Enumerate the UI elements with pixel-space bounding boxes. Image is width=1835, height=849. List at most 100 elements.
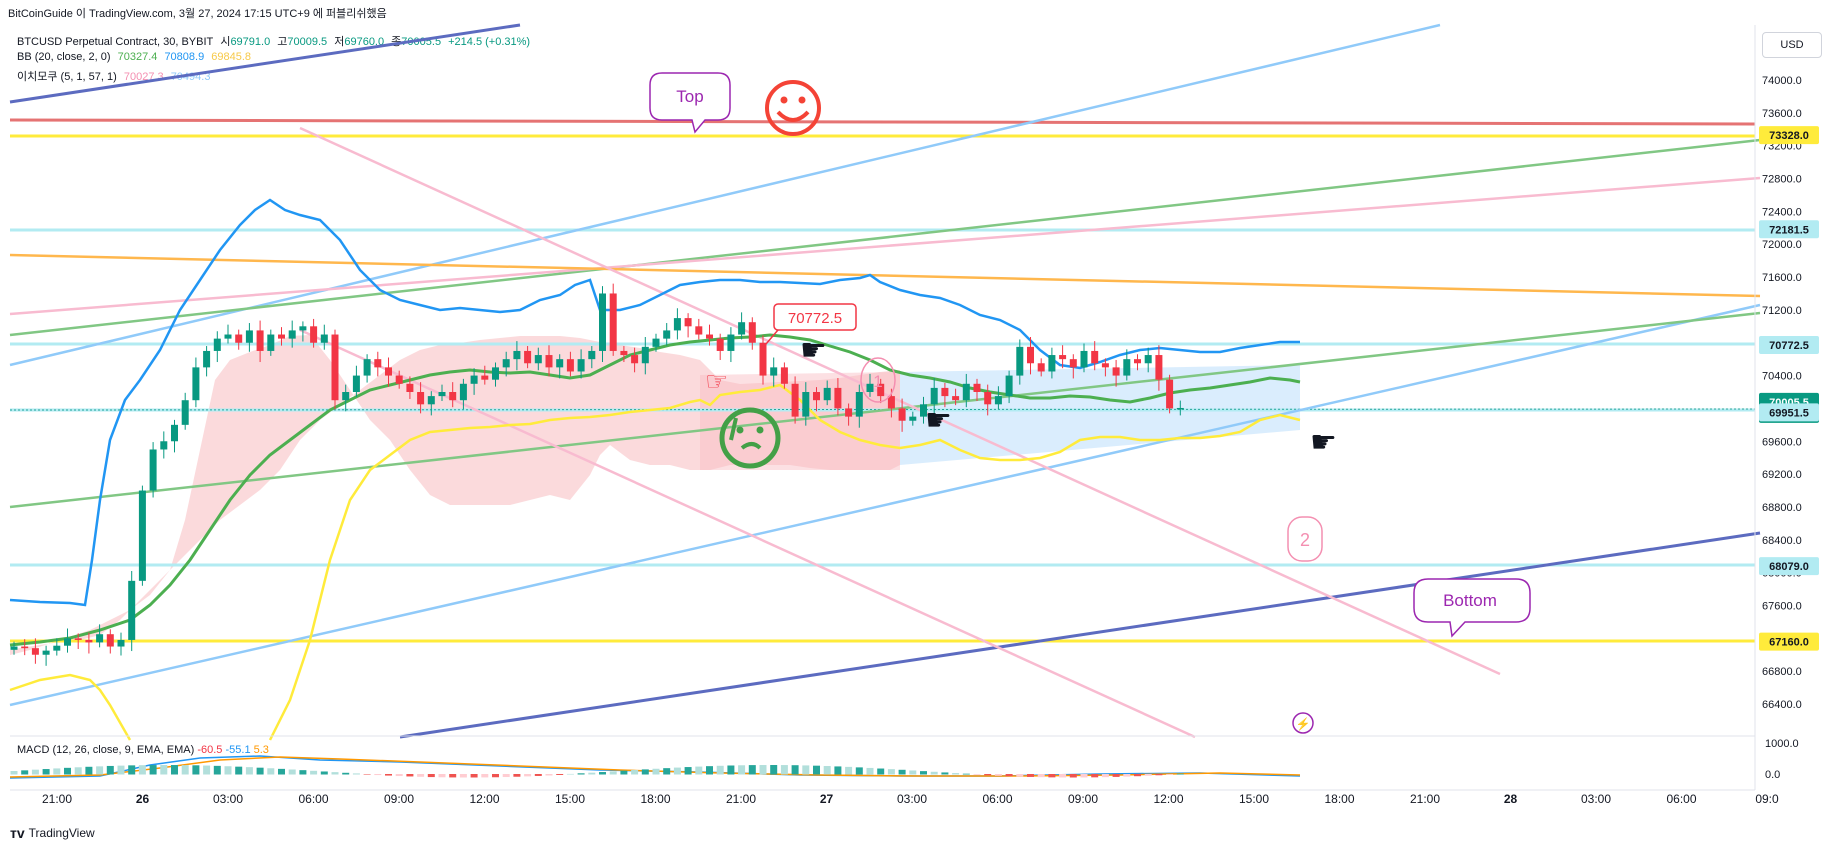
candle-body-37	[406, 383, 414, 392]
macd-bar-16	[181, 765, 189, 775]
macd-bar-11	[128, 765, 136, 775]
time-label-5: 12:00	[469, 792, 499, 806]
macd-bar-64	[695, 766, 703, 775]
macd-bar-32	[352, 773, 360, 775]
candle-body-107	[1155, 355, 1163, 380]
macd-bar-62	[673, 767, 681, 775]
macd-bar-71	[770, 765, 778, 775]
marker-1-label: 1	[873, 372, 882, 391]
time-label-17: 28	[1504, 792, 1518, 806]
candle-body-59	[641, 346, 649, 364]
time-label-8: 21:00	[726, 792, 756, 806]
macd-bar-35	[385, 774, 392, 776]
candle-body-64	[695, 326, 703, 335]
macd-bar-31	[342, 772, 350, 775]
macd-bar-79	[855, 767, 863, 775]
candle-body-22	[245, 330, 253, 343]
macd-bar-58	[631, 770, 639, 775]
macd-name: MACD (12, 26, close, 9, EMA, EMA)	[17, 744, 195, 756]
bb-legend: BB (20, close, 2, 0) 70327.4 70808.9 698…	[17, 51, 255, 63]
macd-bar-53	[577, 773, 585, 775]
candle-body-88	[952, 396, 960, 401]
price-tag-label-4: 69951.5	[1769, 407, 1809, 419]
price-tag-label-1: 72181.5	[1769, 224, 1809, 236]
price-tick-5: 72000.0	[1762, 239, 1802, 251]
candle-body-9	[106, 634, 114, 647]
macd-bar-23	[256, 767, 264, 775]
macd-bar-55	[599, 772, 606, 775]
price-tags: 73328.072181.570772.570005.514:5069951.5…	[1759, 126, 1819, 651]
pointing-hand-icon-1: ☛	[800, 334, 827, 367]
time-label-4: 09:00	[384, 792, 414, 806]
candle-body-91	[984, 392, 992, 405]
candle-body-69	[748, 322, 756, 343]
candle-body-95	[1027, 346, 1034, 364]
candle-body-0	[10, 646, 18, 650]
candle-body-29	[320, 334, 328, 343]
symbol-name: BTCUSD Perpetual Contract, 30, BYBIT	[17, 36, 214, 48]
macd-bar-93	[1005, 774, 1013, 777]
macd-bar-70	[759, 765, 767, 775]
ohlc-open: 시69791.0	[220, 36, 271, 48]
macd-bar-83	[898, 769, 906, 775]
candle-body-83	[898, 408, 906, 421]
pink-descending-line-2	[299, 328, 1196, 739]
macd-bar-0	[10, 771, 18, 775]
time-label-15: 18:00	[1324, 792, 1354, 806]
candle-body-74	[802, 392, 810, 417]
candle-body-10	[117, 639, 125, 647]
candle-body-60	[652, 338, 660, 347]
pink-descending-line	[299, 126, 1501, 676]
macd-bar-101	[1091, 774, 1099, 778]
macd-bar-102	[1101, 774, 1109, 778]
macd-bar-52	[566, 773, 574, 775]
price-tick-0: 74000.0	[1762, 75, 1802, 87]
tradingview-footer[interactable]: ᴛᴠ TradingView	[10, 825, 95, 841]
candle-body-85	[920, 404, 927, 417]
candle-body-55	[599, 293, 606, 351]
candle-body-71	[770, 367, 778, 376]
macd-bar-6	[74, 767, 82, 775]
ohlc-high: 고70009.5	[277, 36, 328, 48]
time-label-16: 21:00	[1410, 792, 1440, 806]
macd-bar-65	[706, 766, 713, 775]
time-label-20: 09:0	[1755, 792, 1779, 806]
currency-button[interactable]: USD	[1762, 32, 1822, 58]
candle-body-25	[278, 334, 285, 339]
trend-lines	[9, 23, 1761, 739]
top-label: Top	[676, 87, 703, 106]
orange-trendline	[9, 253, 1761, 298]
macd-bar-85	[920, 771, 927, 775]
macd-bar-18	[203, 765, 211, 775]
price-tick-13: 68800.0	[1762, 502, 1802, 514]
macd-bar-105	[1134, 774, 1141, 777]
bottom-label: Bottom	[1443, 591, 1497, 610]
macd-bar-39	[427, 774, 435, 778]
candle-body-45	[492, 367, 499, 380]
candle-body-5	[64, 638, 71, 646]
candle-body-89	[962, 383, 970, 401]
candle-body-15	[171, 424, 178, 442]
macd-bar-36	[395, 774, 403, 777]
candle-body-108	[1166, 379, 1174, 409]
candle-body-18	[203, 350, 211, 368]
marker-2-icon: 2	[1287, 516, 1323, 562]
candle-body-75	[813, 392, 820, 401]
candle-body-28	[310, 326, 318, 343]
candle-body-44	[481, 375, 489, 380]
candle-body-3	[42, 650, 50, 655]
macd-bar-74	[802, 765, 810, 775]
tradingview-logo-icon: ᴛᴠ	[10, 825, 25, 841]
macd-bar-40	[438, 774, 446, 778]
price-tag-0	[1759, 126, 1819, 145]
candle-body-20	[224, 334, 232, 339]
candle-body-82	[887, 396, 895, 409]
price-tag-6	[1759, 632, 1819, 651]
time-label-10: 03:00	[897, 792, 927, 806]
price-tick-11: 69600.0	[1762, 436, 1802, 448]
candle-body-98	[1059, 355, 1067, 360]
price-tick-7: 71200.0	[1762, 305, 1802, 317]
publish-header: BitCoinGuide 이 TradingView.com, 3월 27, 2…	[8, 8, 387, 20]
candle-body-12	[138, 490, 146, 581]
